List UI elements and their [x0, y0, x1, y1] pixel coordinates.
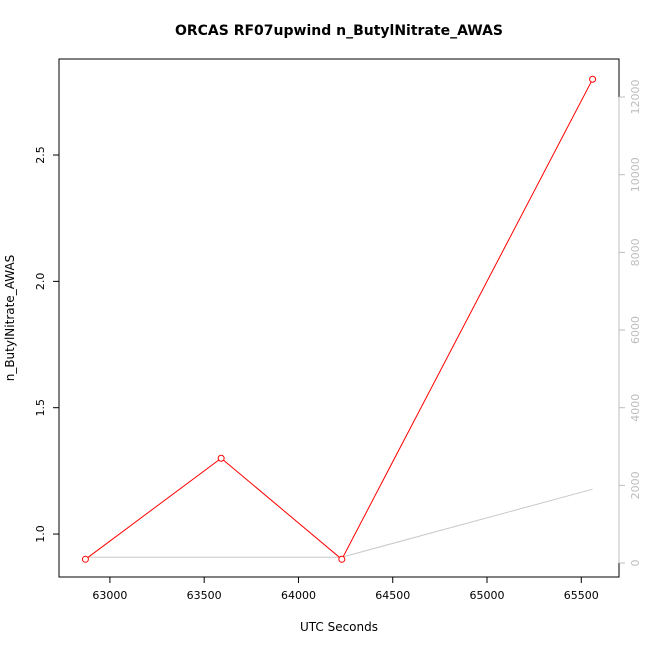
y2-axis: 0 2000 4000 6000 8000 10000 12000 [618, 80, 642, 567]
primary-series-line [85, 78, 594, 561]
y-tick-label: 2.0 [34, 273, 47, 291]
y2-tick-label: 8000 [629, 238, 642, 266]
x-tick-label: 64000 [281, 589, 316, 602]
data-point [217, 454, 225, 462]
y2-tick-label: 4000 [629, 394, 642, 422]
plot-frame [58, 58, 620, 578]
x-tick-label: 63500 [187, 589, 222, 602]
data-point [589, 75, 597, 83]
series-layer [81, 75, 597, 563]
y-axis-label: n_ButylNitrate_AWAS [3, 255, 17, 382]
x-tick-label: 65500 [564, 589, 599, 602]
secondary-series-line [85, 488, 593, 558]
y-tick-label: 1.5 [34, 399, 47, 417]
y2-tick-label: 2000 [629, 471, 642, 499]
y2-tick-label: 12000 [629, 80, 642, 115]
y-axis: 1.0 1.5 2.0 2.5 [34, 146, 60, 543]
data-point [81, 555, 89, 563]
y2-tick-label: 10000 [629, 157, 642, 192]
x-axis-label: UTC Seconds [300, 620, 378, 634]
y2-tick-label: 6000 [629, 316, 642, 344]
chart-title: ORCAS RF07upwind n_ButylNitrate_AWAS [175, 23, 503, 39]
y2-tick-label: 0 [629, 560, 642, 567]
x-axis: 63000 63500 64000 64500 65000 65500 [92, 576, 599, 602]
y-tick-label: 1.0 [34, 525, 47, 543]
data-point [338, 555, 346, 563]
x-tick-label: 65000 [470, 589, 505, 602]
y-tick-label: 2.5 [34, 146, 47, 164]
x-tick-label: 63000 [92, 589, 127, 602]
x-tick-label: 64500 [375, 589, 410, 602]
